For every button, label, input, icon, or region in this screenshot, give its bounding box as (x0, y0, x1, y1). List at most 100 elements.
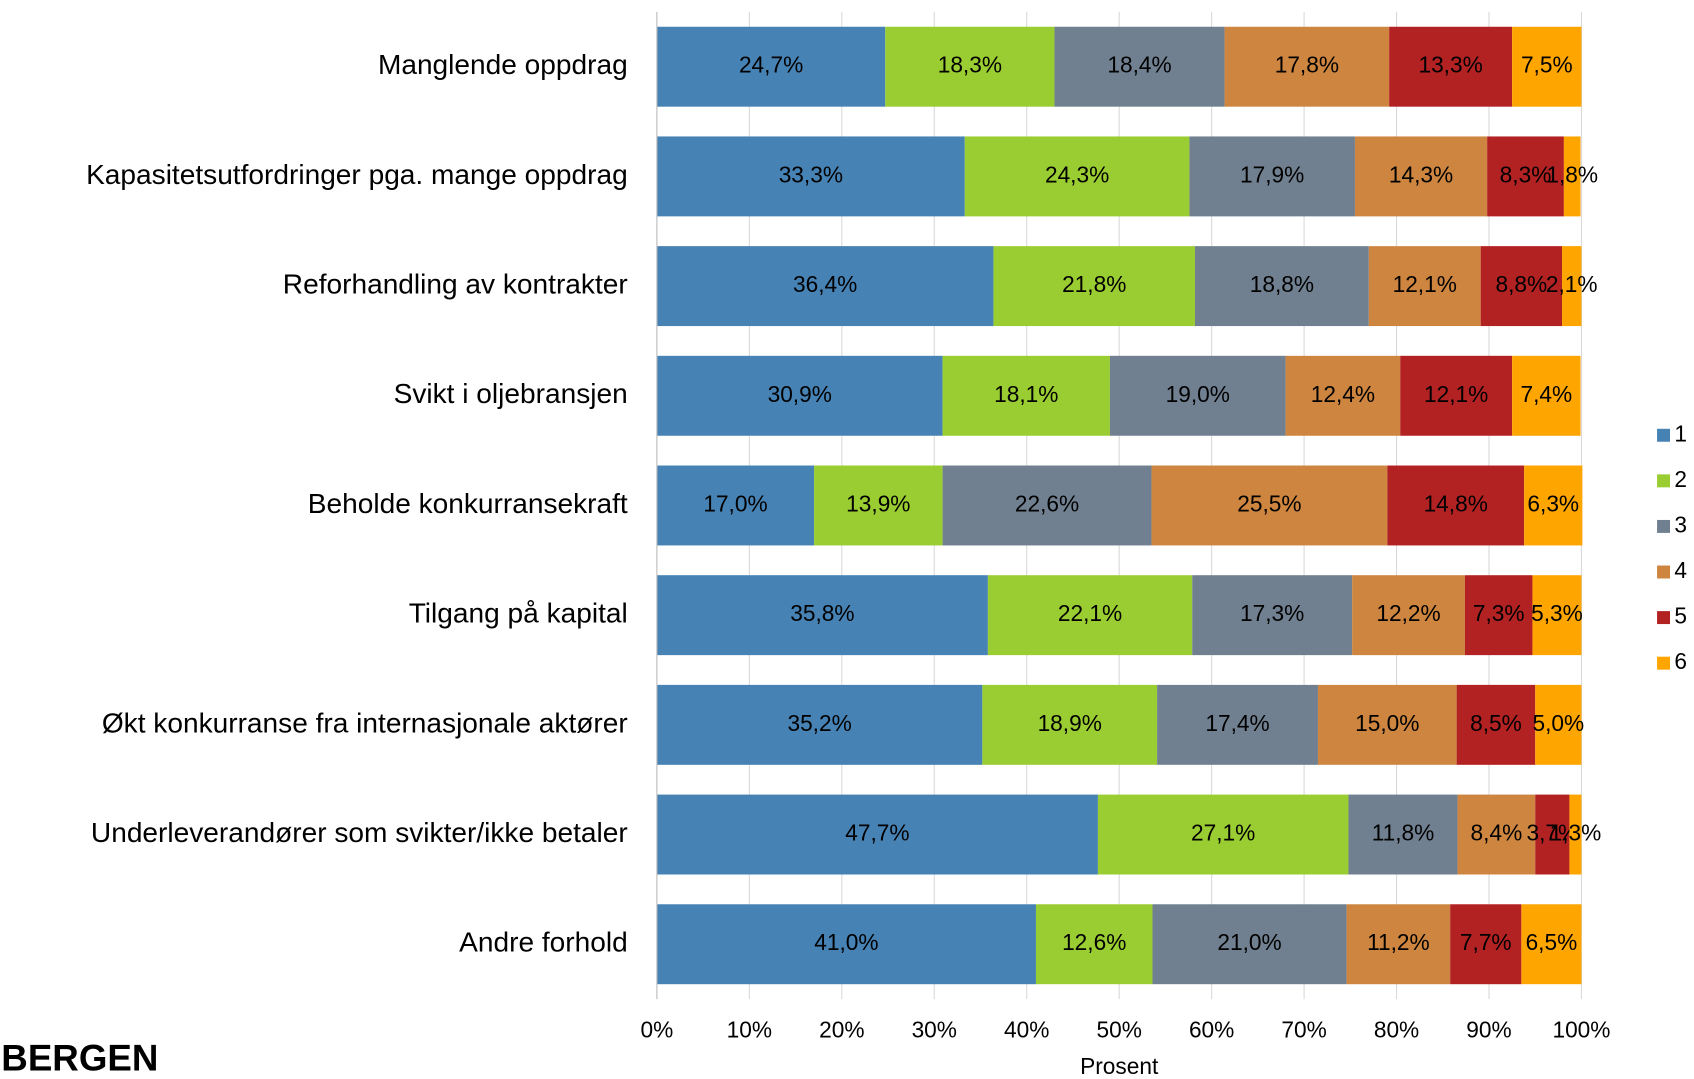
x-tick-label: 0% (641, 1016, 674, 1042)
legend-label: 1 (1674, 420, 1687, 446)
data-label: 13,3% (1418, 52, 1482, 78)
bar-segment (1368, 246, 1481, 327)
x-tick-label: 70% (1281, 1016, 1326, 1042)
data-label: 8,8% (1496, 271, 1548, 297)
y-tick-label: Andre forhold (459, 927, 628, 958)
bar-segment (1317, 684, 1457, 765)
data-label: 8,4% (1471, 820, 1523, 846)
bar-segment (1054, 26, 1225, 107)
x-tick-label: 60% (1189, 1016, 1234, 1042)
data-label: 35,2% (787, 710, 851, 736)
data-label: 21,0% (1217, 929, 1281, 955)
bar-segment (656, 136, 965, 217)
data-label: 7,5% (1521, 52, 1573, 78)
data-label: 7,4% (1520, 381, 1572, 407)
bar-segment (1480, 246, 1563, 327)
bar-segment (942, 355, 1110, 436)
bar-segment (1535, 684, 1582, 765)
bar-segment (964, 136, 1190, 217)
data-label: 18,4% (1107, 52, 1171, 78)
bar-segment (1524, 465, 1583, 546)
data-label: 14,8% (1424, 490, 1488, 516)
data-label: 12,2% (1376, 600, 1440, 626)
data-label: 21,8% (1062, 271, 1126, 297)
bar-segment (1189, 136, 1355, 217)
bar-segment (1450, 904, 1522, 985)
bar-segment (1224, 26, 1390, 107)
x-tick-label: 50% (1096, 1016, 1141, 1042)
data-label: 22,1% (1058, 600, 1122, 626)
data-label: 17,8% (1275, 52, 1339, 78)
x-tick-label: 100% (1552, 1016, 1610, 1042)
data-label: 17,3% (1240, 600, 1304, 626)
bar-segment (1035, 904, 1153, 985)
bar-segment (1109, 355, 1286, 436)
x-tick-label: 40% (1004, 1016, 1049, 1042)
bar-segment (1532, 575, 1582, 656)
x-tick-label: 10% (727, 1016, 772, 1042)
bar-segment (1456, 684, 1536, 765)
data-label: 1,3% (1550, 820, 1602, 846)
data-label: 24,7% (739, 52, 803, 78)
bar-segment (1464, 575, 1533, 656)
data-label: 11,2% (1367, 929, 1430, 955)
data-label: 33,3% (779, 161, 843, 187)
bar-segment (1157, 684, 1318, 765)
bar-segment (1512, 355, 1581, 436)
x-tick-label: 80% (1374, 1016, 1419, 1042)
y-tick-label: Tilgang på kapital (409, 598, 628, 629)
bar-segment (1387, 465, 1525, 546)
bar-segment (1346, 904, 1451, 985)
bar-segment (1400, 355, 1513, 436)
x-tick-label: 30% (912, 1016, 957, 1042)
bar-segment (1563, 136, 1581, 217)
bar-segment (987, 575, 1193, 656)
bar-segment (1194, 246, 1369, 327)
data-label: 14,3% (1389, 161, 1453, 187)
data-label: 8,3% (1500, 161, 1552, 187)
y-tick-label: Reforhandling av kontrakter (283, 269, 628, 300)
data-label: 13,9% (846, 490, 910, 516)
bar-segment (656, 26, 886, 107)
data-label: 12,1% (1393, 271, 1457, 297)
bar-segment (1389, 26, 1513, 107)
y-tick-label: Kapasitetsutfordringer pga. mange oppdra… (86, 159, 628, 190)
data-label: 18,9% (1038, 710, 1102, 736)
data-label: 12,6% (1062, 929, 1126, 955)
data-label: 35,8% (790, 600, 854, 626)
data-label: 5,3% (1531, 600, 1583, 626)
bar-segment (1151, 465, 1388, 546)
data-label: 18,8% (1250, 271, 1314, 297)
bar-segment (656, 246, 994, 327)
x-tick-label: 90% (1466, 1016, 1511, 1042)
legend-swatch (1657, 656, 1671, 670)
data-label: 6,3% (1527, 490, 1579, 516)
data-label: 17,0% (703, 490, 767, 516)
legend-label: 4 (1674, 557, 1687, 583)
data-label: 5,0% (1532, 710, 1584, 736)
logo: BERGEN (1, 1037, 158, 1078)
bar-segment (656, 575, 988, 656)
bar-segment (1152, 904, 1347, 985)
bar-segment (656, 794, 1098, 875)
data-label: 19,0% (1166, 381, 1230, 407)
bar-segment (1192, 575, 1353, 656)
data-label: 17,9% (1240, 161, 1304, 187)
bar-segment (656, 355, 943, 436)
data-label: 6,5% (1526, 929, 1578, 955)
bar-segment (656, 904, 1036, 985)
data-label: 7,7% (1460, 929, 1512, 955)
data-label: 41,0% (814, 929, 878, 955)
data-label: 36,4% (793, 271, 857, 297)
data-label: 8,5% (1470, 710, 1522, 736)
bar-segment (1354, 136, 1488, 217)
x-tick-label: 20% (819, 1016, 864, 1042)
bar-segment (1285, 355, 1401, 436)
data-label: 27,1% (1191, 820, 1255, 846)
y-tick-label: Økt konkurranse fra internasjonale aktør… (102, 707, 628, 738)
data-label: 17,4% (1205, 710, 1269, 736)
bar-segment (1487, 136, 1564, 217)
data-label: 22,6% (1015, 490, 1079, 516)
legend-swatch (1657, 611, 1671, 625)
